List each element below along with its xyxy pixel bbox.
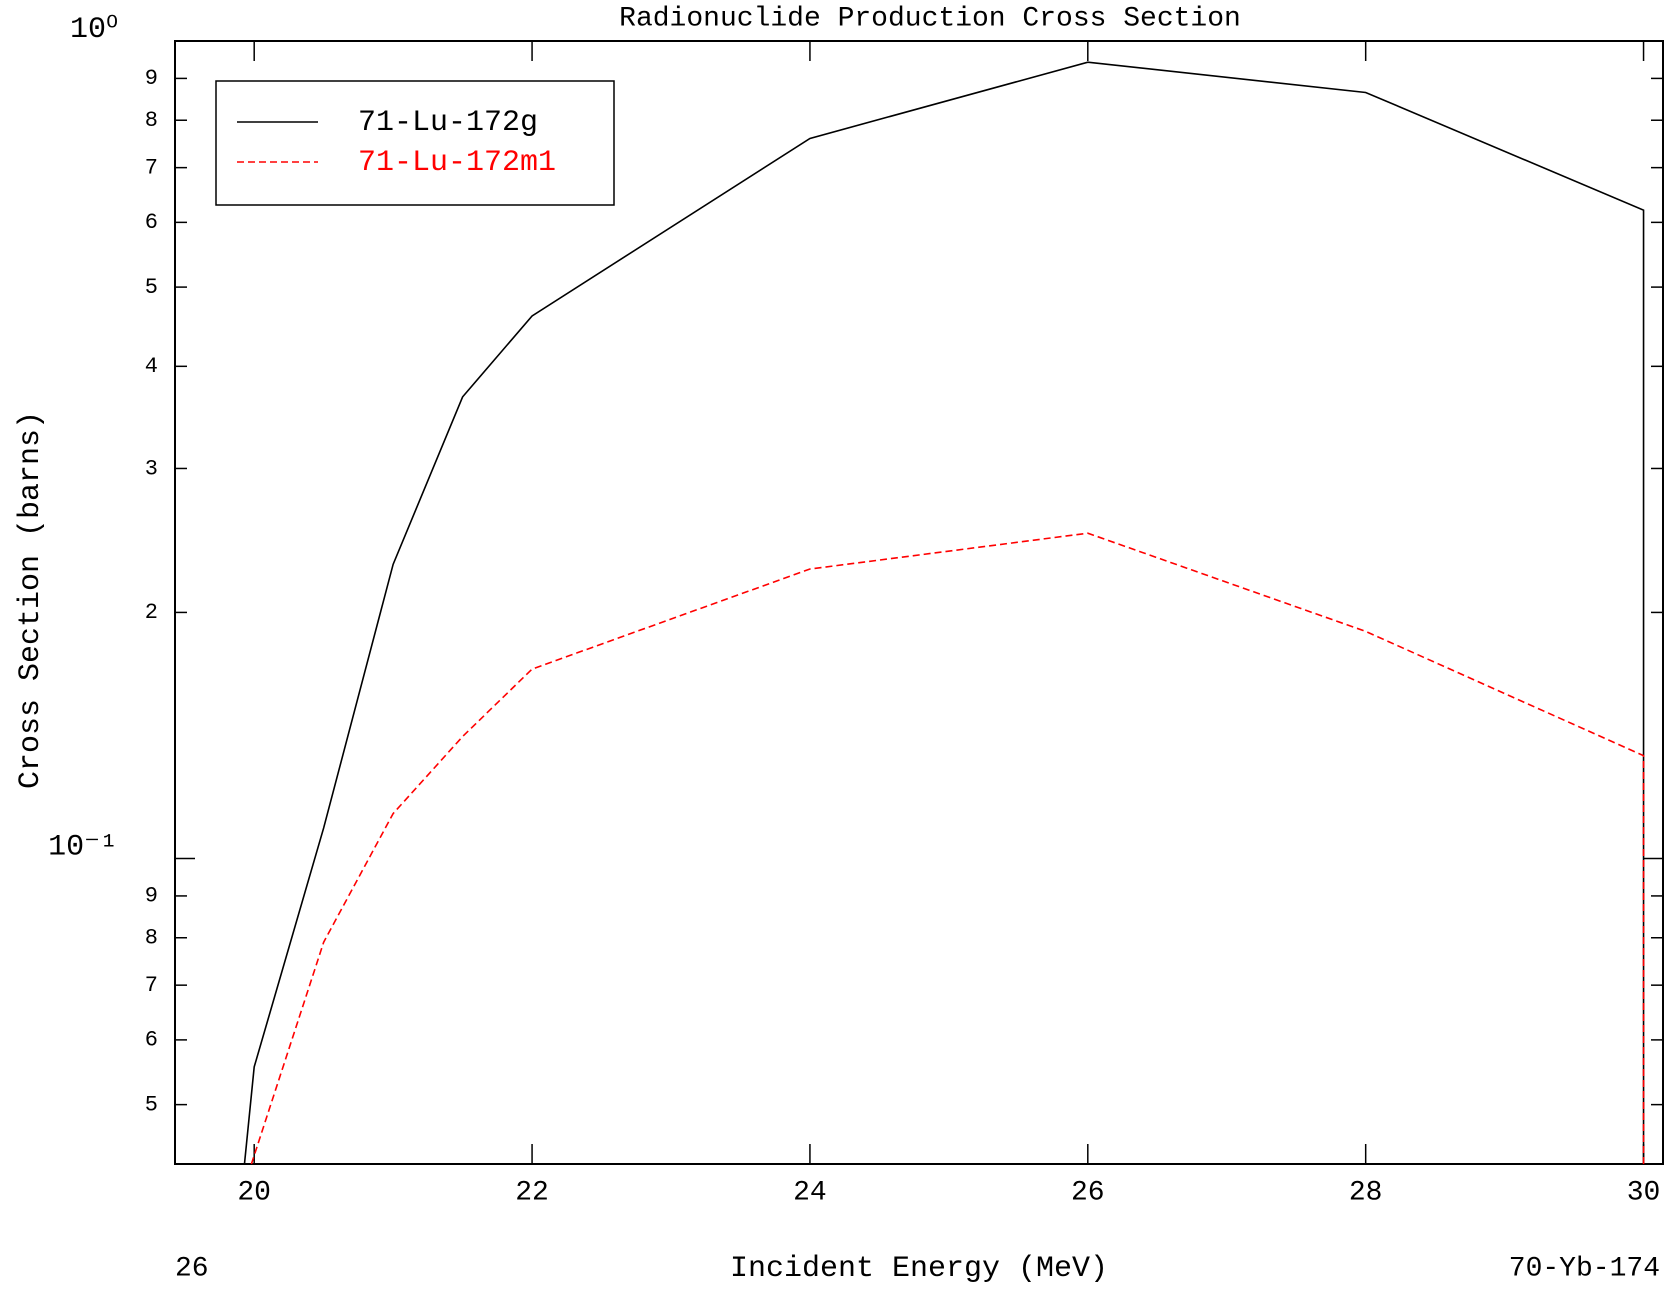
series-line [250, 532, 1645, 1165]
plot-frame [174, 40, 1664, 1165]
x-tick-label: 26 [1071, 1177, 1105, 1208]
left-note: 26 [175, 1253, 209, 1284]
x-tick-label: 28 [1349, 1177, 1383, 1208]
y-tick-label: 7 [145, 155, 158, 180]
x-tick-label: 20 [237, 1177, 271, 1208]
y-tick-label: 3 [145, 456, 158, 481]
y-tick-label: 10⁰ [70, 13, 118, 47]
y-tick-label: 6 [145, 1028, 158, 1053]
y-tick-label: 5 [145, 1092, 158, 1117]
y-tick-label: 7 [145, 973, 158, 998]
x-axis-label: Incident Energy (MeV) [730, 1252, 1108, 1286]
y-tick-label: 8 [145, 108, 158, 133]
y-tick-label: 2 [145, 600, 158, 625]
y-tick-label: 5 [145, 275, 158, 300]
legend-label: 71-Lu-172g [358, 106, 538, 140]
y-tick-label: 9 [145, 66, 158, 91]
legend-box [215, 80, 615, 206]
y-axis-label: Cross Section (barns) [14, 411, 48, 789]
y-tick-label: 10⁻¹ [48, 830, 118, 864]
y-tick-label: 4 [145, 354, 158, 379]
right-note: 70-Yb-174 [1509, 1253, 1660, 1284]
y-tick-label: 6 [145, 210, 158, 235]
series-line [243, 61, 1645, 1165]
x-tick-label: 24 [793, 1177, 827, 1208]
y-tick-label: 8 [145, 926, 158, 951]
y-tick-label: 9 [145, 884, 158, 909]
x-tick-label: 22 [515, 1177, 549, 1208]
x-tick-label: 30 [1627, 1177, 1661, 1208]
legend-label: 71-Lu-172m1 [358, 146, 556, 180]
chart-title: Radionuclide Production Cross Section [619, 3, 1241, 34]
